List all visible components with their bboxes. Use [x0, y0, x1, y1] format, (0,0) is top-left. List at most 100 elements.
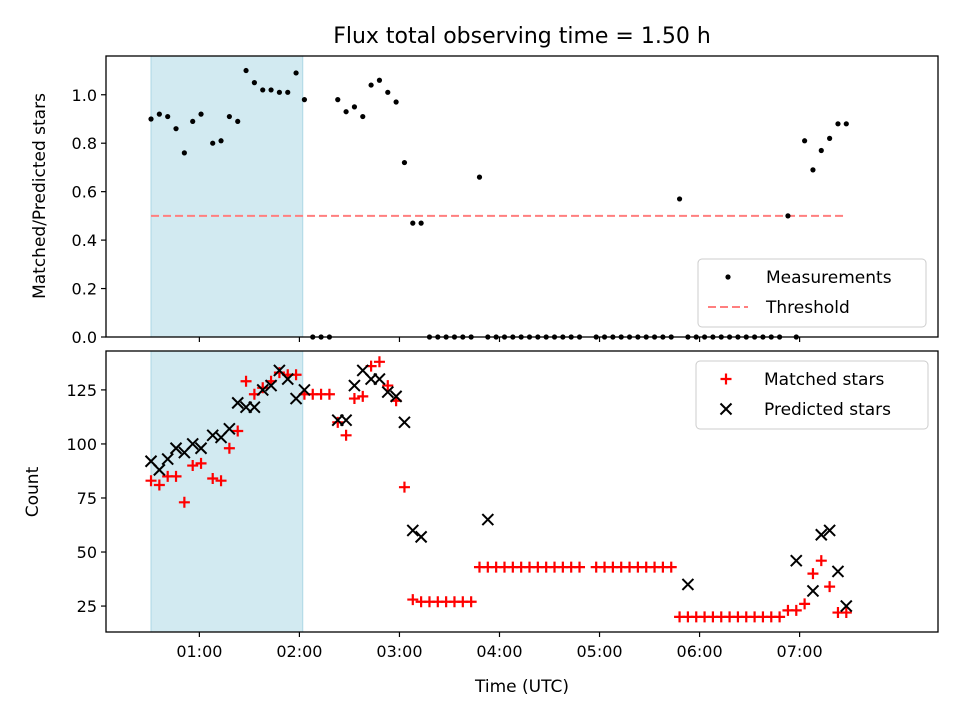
matched-star-marker: [357, 390, 369, 402]
measurement-point: [190, 118, 196, 125]
matched-star-marker: [215, 475, 227, 487]
x-tick-label: 03:00: [376, 642, 422, 661]
matched-star-marker: [790, 604, 802, 616]
predicted-star-marker: [194, 442, 208, 455]
ratio-y-ticks: 0.0 0.2 0.4 0.6 0.8 1.0: [72, 86, 106, 347]
matched-star-marker: [195, 457, 207, 469]
matched-star-marker: [232, 425, 244, 437]
legend-label: Measurements: [766, 268, 892, 288]
matched-star-marker: [665, 561, 677, 573]
matched-star-marker: [257, 382, 269, 394]
ratio-panel: 0.0 0.2 0.4 0.6 0.8 1.0 Matched/Predicted sta…: [30, 55, 939, 347]
measurement-point: [351, 104, 358, 110]
y-tick-label: 1.0: [72, 86, 97, 105]
measurement-point: [243, 67, 249, 74]
x-tick-label: 07:00: [777, 642, 823, 661]
predicted-star-marker: [681, 578, 695, 591]
measurement-point: [676, 196, 683, 202]
matched-star-marker: [187, 460, 199, 472]
predicted-star-marker: [373, 372, 386, 386]
x-tick-label: 01:00: [176, 642, 222, 661]
matched-star-marker: [340, 429, 352, 441]
predicted-star-marker: [823, 524, 836, 537]
count-y-axis-label: Count: [23, 466, 43, 517]
measurement-point: [802, 138, 808, 144]
predicted-star-marker: [806, 584, 820, 598]
y-tick-label: 0.4: [72, 231, 97, 250]
predicted-star-marker: [381, 385, 394, 399]
measurement-point: [156, 111, 162, 117]
measurement-point: [251, 80, 257, 86]
predicted-star-marker: [298, 383, 311, 397]
predicted-star-marker: [223, 422, 236, 436]
y-tick-label: 50: [77, 543, 97, 562]
time-x-ticks: 01:00 02:00 03:00 04:00 05:00 06:00 07:00: [176, 632, 823, 661]
legend-x-marker: [719, 402, 733, 416]
matched-star-marker: [348, 393, 360, 405]
matched-star-marker: [824, 581, 836, 593]
measurement-point: [410, 220, 416, 226]
measurement-point: [385, 89, 391, 95]
measurements-series: [148, 67, 849, 340]
predicted-star-marker: [481, 513, 495, 526]
predicted-star-marker: [339, 413, 353, 427]
legend-box: [695, 360, 929, 430]
predicted-star-marker: [169, 442, 183, 455]
measurement-point: [165, 113, 171, 120]
y-tick-label: 100: [66, 435, 97, 454]
measurement-point: [818, 147, 824, 154]
measurement-point: [785, 213, 791, 219]
measurement-point: [181, 150, 187, 156]
matched-star-marker: [273, 367, 285, 379]
matched-star-marker: [223, 442, 235, 454]
matched-star-marker: [574, 561, 586, 573]
measurement-point: [226, 113, 232, 120]
measurement-point: [810, 167, 816, 173]
legend-label: Matched stars: [764, 370, 884, 390]
measurement-point: [418, 220, 424, 226]
matched-star-marker: [240, 375, 252, 387]
matched-star-marker: [207, 473, 219, 485]
predicted-star-marker: [398, 416, 411, 429]
matched-star-marker: [840, 607, 852, 619]
y-tick-label: 75: [77, 489, 97, 508]
y-tick-label: 125: [66, 381, 97, 400]
measurement-point: [401, 159, 408, 166]
matched-star-marker: [774, 611, 786, 623]
measurement-point: [368, 82, 374, 88]
matched-star-marker: [332, 416, 344, 428]
count-legend: Matched stars Predicted stars: [695, 360, 929, 430]
x-axis-label: Time (UTC): [474, 677, 569, 697]
measurement-point: [260, 87, 266, 93]
legend-label: Predicted stars: [764, 400, 891, 420]
matched-star-marker: [465, 596, 477, 608]
measurement-point: [843, 121, 849, 127]
measurement-point: [285, 89, 291, 95]
predicted-star-marker: [389, 390, 403, 403]
predicted-star-marker: [348, 379, 361, 392]
predicted-star-marker: [414, 530, 428, 544]
x-tick-label: 06:00: [677, 642, 723, 661]
measurement-point: [476, 174, 483, 180]
predicted-star-marker: [815, 528, 828, 541]
ratio-x-ticks: [198, 337, 801, 342]
observing-window-shade: [150, 350, 304, 633]
measurement-point: [276, 89, 283, 95]
measurement-point: [835, 121, 841, 127]
measurement-point: [173, 126, 179, 132]
legend-dot-marker: [725, 274, 731, 280]
y-tick-label: 25: [77, 597, 97, 616]
measurement-point: [268, 87, 274, 93]
predicted-star-marker: [840, 599, 853, 613]
matched-star-marker: [170, 470, 182, 482]
matched-star-marker: [145, 475, 157, 487]
ratio-legend: Measurements Threshold: [697, 258, 927, 328]
measurement-point: [293, 70, 299, 76]
matched-star-marker: [323, 388, 335, 400]
count-axes-frame: [105, 350, 939, 633]
predicted-star-marker: [153, 463, 166, 477]
x-tick-label: 02:00: [276, 642, 322, 661]
predicted-star-marker: [790, 554, 803, 567]
